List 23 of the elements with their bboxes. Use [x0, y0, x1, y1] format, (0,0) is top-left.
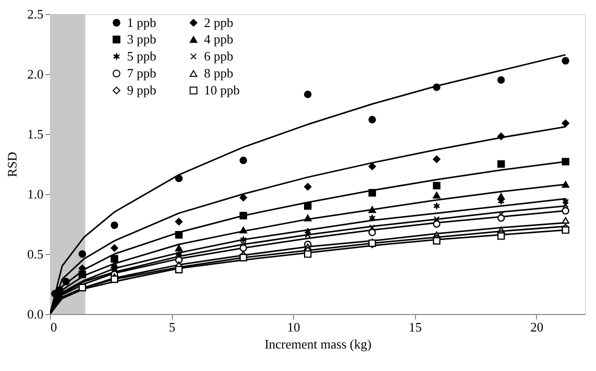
legend-label: 1 ppb: [127, 14, 156, 30]
legend-label: 6 ppb: [204, 48, 234, 64]
legend-label: 2 ppb: [204, 14, 234, 30]
legend-label: 8 ppb: [204, 66, 234, 80]
legend-label: 3 ppb: [127, 32, 156, 46]
x-tick-label: 15: [408, 320, 422, 334]
x-axis-title: Increment mass (kg): [264, 336, 372, 352]
y-tick-label: 0.0: [27, 306, 44, 322]
y-tick-label: 2.0: [27, 66, 44, 82]
x-tick-label: 10: [287, 320, 300, 334]
x-tick-label: 20: [530, 320, 544, 334]
y-tick-label: 1.5: [27, 126, 44, 142]
x-tick-label: 0: [50, 320, 57, 334]
y-axis-title: RSD: [4, 152, 20, 178]
legend-label: 4 ppb: [204, 32, 234, 46]
legend-label: 7 ppb: [127, 66, 156, 80]
legend-label: 9 ppb: [127, 82, 156, 98]
x-tick-label: 5: [168, 320, 176, 334]
legend-label: 10 ppb: [204, 82, 240, 98]
legend-label: 5 ppb: [127, 48, 156, 64]
y-tick-label: 2.5: [27, 6, 44, 22]
y-tick-label: 0.5: [27, 246, 44, 262]
y-tick-label: 1.0: [27, 186, 44, 202]
